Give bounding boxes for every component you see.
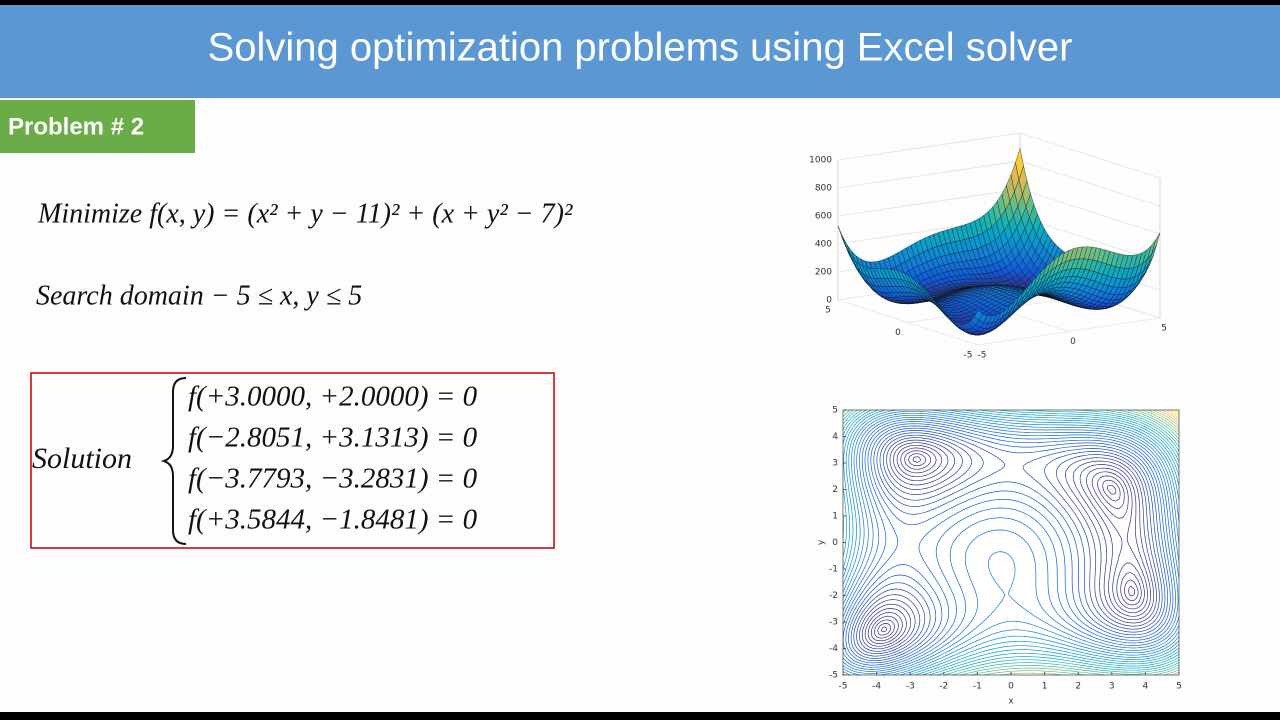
y-tick-label: 0	[832, 538, 838, 548]
contour-line	[845, 425, 1171, 664]
x-tick-label: -5	[978, 351, 987, 361]
y-tick-label: 5	[832, 406, 838, 416]
z-tick-label: 400	[815, 240, 832, 250]
contour-line	[842, 409, 1180, 676]
x-tick-label: -2	[939, 682, 948, 692]
y-axis-label: y	[817, 539, 827, 545]
brace	[160, 377, 187, 545]
solution-box	[30, 372, 555, 549]
solution-label: Solution	[32, 442, 132, 475]
contour-line	[842, 409, 1180, 676]
contour-line	[842, 412, 1180, 676]
contour-line	[870, 447, 1145, 642]
x-tick-label: 4	[1143, 682, 1149, 692]
y-tick-label: 4	[832, 432, 838, 442]
solution-lines: f(+3.0000, +2.0000) = 0 f(−2.8051, +3.131…	[188, 381, 478, 536]
header-band	[0, 5, 1280, 98]
y-tick-label: -4	[829, 644, 838, 654]
y-tick-label: 3	[832, 459, 838, 469]
solution-line: f(−3.7793, −3.2831) = 0	[188, 463, 478, 495]
y-tick-label: -5	[964, 351, 973, 361]
contour-line	[842, 423, 1174, 666]
y-tick-label: -5	[829, 671, 838, 681]
x-tick-label: 0	[1070, 337, 1076, 347]
z-tick-label: 800	[815, 184, 832, 194]
x-axis-label: x	[1008, 697, 1014, 707]
contour-line	[842, 419, 1179, 670]
x-tick-label: -1	[973, 682, 982, 692]
domain: Search domain − 5 ≤ x, y ≤ 5	[36, 280, 362, 311]
x-tick-label: 5	[1176, 682, 1182, 692]
contour-line	[842, 410, 1180, 676]
x-tick-label: 5	[1161, 324, 1167, 334]
y-tick-label: -2	[829, 591, 838, 601]
objective: Minimize f(x, y) = (x² + y − 11)² + (x +…	[37, 198, 573, 229]
z-tick-label: 200	[815, 268, 832, 278]
solution-line: f(+3.5844, −1.8481) = 0	[188, 504, 478, 536]
contour-line	[867, 444, 1148, 644]
contour-line	[864, 442, 1151, 647]
contour-line	[842, 414, 1180, 674]
contour-line	[853, 432, 1163, 657]
contour-line	[859, 437, 1157, 652]
x-tick-label: -3	[906, 682, 915, 692]
contour-line	[848, 427, 1169, 662]
surface-face	[974, 309, 983, 321]
x-tick-label: 1	[1042, 682, 1048, 692]
x-tick-label: 0	[1008, 682, 1014, 692]
contour-line	[842, 421, 1176, 668]
y-tick-label: 5	[825, 306, 831, 316]
contour-line	[874, 450, 1142, 639]
x-tick-label: -4	[872, 682, 881, 692]
contour-line	[842, 409, 1180, 676]
contour-plot: -5 -4 -3 -2 -1 0 1 2 3 4 5 -5 -4 -3 -2 -1 0 1 2 3 4 5 x y	[817, 406, 1182, 707]
contour-line	[850, 430, 1166, 659]
grid-line	[977, 317, 1161, 346]
x-tick-label: 2	[1075, 682, 1081, 692]
x-tick-label: -5	[839, 682, 848, 692]
y-tick-label: -3	[829, 618, 838, 628]
contour-line	[877, 453, 1139, 636]
contour-line	[880, 456, 1135, 633]
y-tick-label: 2	[832, 485, 838, 495]
contour-line	[842, 409, 1180, 676]
contour-line	[1152, 409, 1180, 427]
contour-line	[856, 434, 1160, 655]
y-tick-label: -1	[829, 565, 838, 575]
solution-line: f(+3.0000, +2.0000) = 0	[188, 381, 478, 413]
z-tick-label: 1000	[809, 156, 832, 166]
contour-line	[1157, 409, 1180, 424]
z-tick-label: 0	[826, 296, 832, 306]
title: Solving optimization problems using Exce…	[208, 26, 1073, 70]
problem-badge	[0, 100, 195, 153]
solution-line: f(−2.8051, +3.1313) = 0	[188, 422, 478, 454]
contour-line	[842, 416, 1180, 672]
contour-line	[861, 439, 1154, 650]
z-tick-label: 600	[815, 212, 832, 222]
contour-line	[842, 409, 1180, 676]
x-tick-label: 3	[1109, 682, 1115, 692]
y-tick-label: 1	[832, 512, 838, 522]
y-tick-label: 0	[895, 328, 901, 338]
problem-label: Problem # 2	[8, 113, 144, 140]
